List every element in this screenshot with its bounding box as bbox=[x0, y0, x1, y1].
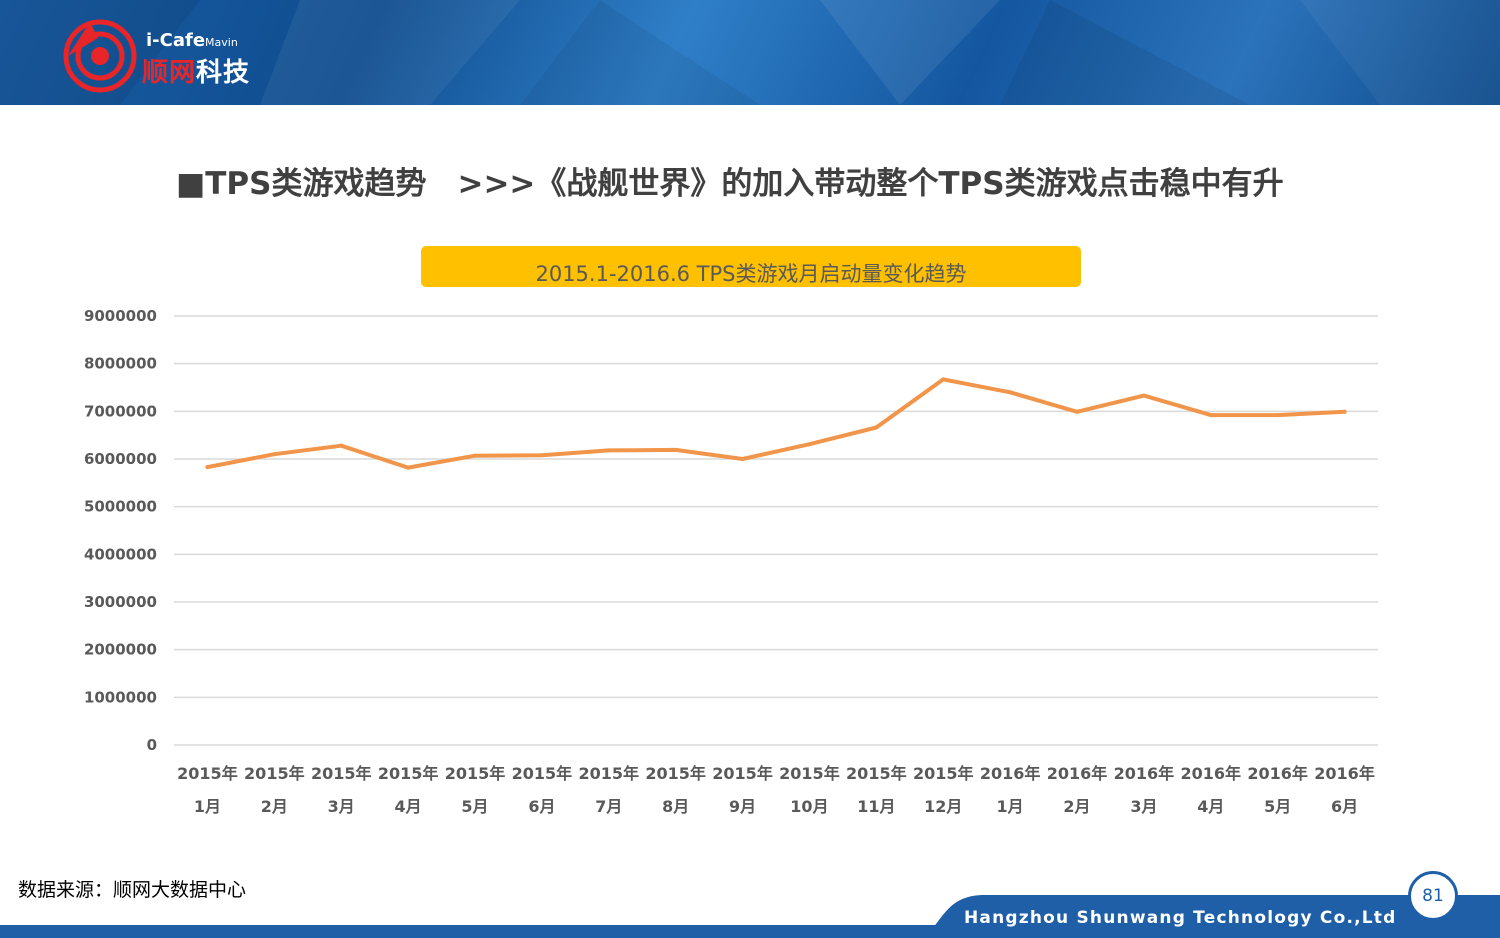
y-tick-label: 1000000 bbox=[84, 688, 157, 706]
logo-latin-text: i-CafeMavin bbox=[146, 30, 238, 51]
x-tick-label-month: 1月 bbox=[194, 797, 221, 816]
x-tick-label-month: 8月 bbox=[662, 797, 689, 816]
data-point bbox=[807, 442, 812, 447]
data-point bbox=[874, 425, 879, 430]
page-title: ■TPS类游戏趋势 >>>《战舰世界》的加入带动整个TPS类游戏点击稳中有升 bbox=[176, 166, 1284, 202]
data-point bbox=[740, 457, 745, 461]
data-point bbox=[473, 453, 477, 458]
x-tick-label-month: 6月 bbox=[528, 797, 555, 816]
x-tick-label-month: 3月 bbox=[1130, 797, 1157, 816]
x-tick-label-year: 2015年 bbox=[913, 764, 974, 783]
x-tick-label-year: 2016年 bbox=[1114, 764, 1175, 783]
y-axis-ticks: 0 1000000 2000000 3000000 4000000 5000000 6000… bbox=[84, 307, 157, 754]
y-tick-label: 2000000 bbox=[84, 641, 157, 659]
series-line-0 bbox=[205, 377, 1347, 470]
x-tick-label-month: 1月 bbox=[997, 797, 1024, 816]
x-tick-label-month: 6月 bbox=[1331, 797, 1358, 816]
data-point bbox=[606, 448, 611, 453]
data-point bbox=[339, 443, 344, 448]
logo-cn-text: 顺网科技 bbox=[142, 58, 251, 88]
chart-title: 2015.1-2016.6 TPS类游戏月启动量变化趋势 bbox=[535, 262, 967, 286]
data-point bbox=[272, 452, 277, 457]
header-band: i-CafeMavin 顺网科技 bbox=[0, 0, 1500, 105]
grid-lines bbox=[174, 315, 1378, 746]
y-tick-label: 7000000 bbox=[84, 402, 157, 420]
data-point bbox=[1141, 393, 1146, 398]
y-tick-label: 0 bbox=[147, 736, 157, 754]
data-point bbox=[1275, 413, 1280, 418]
x-tick-label-month: 7月 bbox=[595, 797, 622, 816]
chart-title-banner: 2015.1-2016.6 TPS类游戏月启动量变化趋势 bbox=[421, 246, 1081, 287]
x-tick-label-year: 2015年 bbox=[579, 764, 640, 783]
company-name: Hangzhou Shunwang Technology Co.,Ltd bbox=[964, 908, 1397, 928]
x-tick-label-month: 2月 bbox=[261, 797, 288, 816]
x-tick-label-year: 2015年 bbox=[712, 764, 773, 783]
x-tick-label-month: 4月 bbox=[1197, 797, 1224, 816]
x-tick-label-year: 2015年 bbox=[378, 764, 439, 783]
x-tick-label-year: 2015年 bbox=[846, 764, 907, 783]
x-tick-label-month: 2月 bbox=[1063, 797, 1090, 816]
data-source-note: 数据来源：顺网大数据中心 bbox=[18, 879, 247, 901]
data-point bbox=[673, 447, 678, 452]
y-tick-label: 9000000 bbox=[84, 307, 157, 325]
x-tick-label-month: 12月 bbox=[924, 797, 962, 816]
y-tick-label: 5000000 bbox=[84, 498, 157, 516]
x-tick-label-year: 2016年 bbox=[1181, 764, 1242, 783]
data-point bbox=[1075, 409, 1079, 414]
y-tick-label: 4000000 bbox=[84, 545, 157, 563]
x-tick-label-year: 2015年 bbox=[445, 764, 506, 783]
x-tick-label-year: 2016年 bbox=[980, 764, 1041, 783]
header-pattern bbox=[0, 0, 1500, 105]
y-tick-label: 8000000 bbox=[84, 355, 157, 373]
series-layer bbox=[205, 377, 1347, 470]
x-tick-label-year: 2015年 bbox=[512, 764, 573, 783]
data-point bbox=[1208, 413, 1213, 418]
data-point bbox=[1008, 390, 1013, 395]
x-tick-label-month: 5月 bbox=[461, 797, 488, 816]
x-tick-label-month: 11月 bbox=[857, 797, 895, 816]
footer-band bbox=[0, 895, 1500, 938]
x-tick-label-year: 2016年 bbox=[1047, 764, 1108, 783]
x-tick-label-month: 9月 bbox=[729, 797, 756, 816]
x-tick-label-month: 10月 bbox=[790, 797, 828, 816]
x-tick-label-year: 2016年 bbox=[1247, 764, 1308, 783]
data-point bbox=[1342, 409, 1347, 414]
company-logo: i-CafeMavin 顺网科技 bbox=[62, 14, 292, 94]
data-point bbox=[205, 465, 210, 470]
x-tick-label-year: 2015年 bbox=[645, 764, 706, 783]
x-tick-label-year: 2015年 bbox=[779, 764, 840, 783]
x-tick-label-month: 5月 bbox=[1264, 797, 1291, 816]
data-point bbox=[941, 377, 946, 382]
page-number-badge: 81 bbox=[1408, 871, 1458, 921]
data-point bbox=[539, 453, 544, 458]
x-tick-label-year: 2016年 bbox=[1314, 764, 1375, 783]
y-tick-label: 6000000 bbox=[84, 450, 157, 468]
x-tick-label-year: 2015年 bbox=[311, 764, 372, 783]
logo-target-icon bbox=[63, 19, 137, 93]
x-tick-label-month: 3月 bbox=[328, 797, 355, 816]
x-tick-label-year: 2015年 bbox=[244, 764, 305, 783]
x-tick-label-year: 2015年 bbox=[177, 764, 238, 783]
data-point bbox=[406, 465, 411, 470]
x-axis-ticks: 2015年 1月 2015年 2月 2015年 3月 2015年 4月 2015年 5月 2015年… bbox=[177, 764, 1375, 816]
x-tick-label-month: 4月 bbox=[395, 797, 422, 816]
y-tick-label: 3000000 bbox=[84, 593, 157, 611]
